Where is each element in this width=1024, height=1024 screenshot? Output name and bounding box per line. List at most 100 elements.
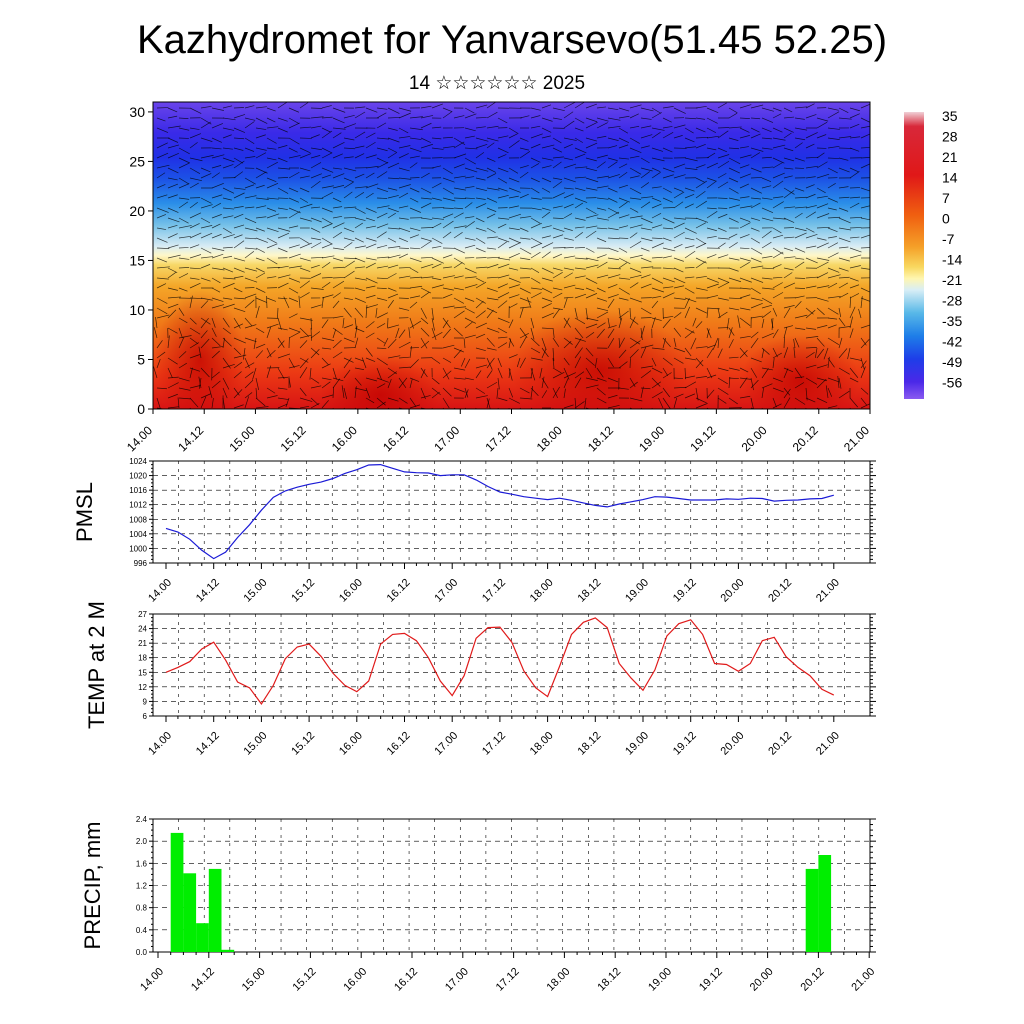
wind-barb: [453, 187, 466, 191]
wind-barb: [618, 349, 627, 359]
wind-barb: [860, 339, 870, 349]
wind-barb: [662, 117, 672, 123]
wind-barb: [552, 327, 555, 338]
wind-barb: [585, 230, 597, 239]
wind-barb: [772, 307, 778, 317]
wind-barb: [552, 217, 564, 220]
wind-barb: [552, 234, 564, 239]
wind-barb: [684, 193, 695, 199]
wind-barb: [574, 327, 584, 339]
wind-barb: [420, 307, 427, 319]
wind-barb: [541, 242, 554, 249]
wind-barb: [706, 308, 709, 319]
wind-barb: [244, 147, 255, 152]
wind-barb: [695, 136, 709, 139]
wind-barb: [640, 387, 651, 390]
wind-barb: [717, 277, 730, 283]
wind-barb: [376, 137, 390, 140]
wind-barb: [860, 366, 866, 379]
wind-barb: [684, 330, 695, 339]
wind-barb: [530, 125, 541, 129]
wind-barb: [706, 374, 717, 379]
wind-barb: [761, 332, 774, 339]
wind-barb: [497, 292, 510, 299]
wind-barb: [849, 113, 860, 119]
wind-barb: [387, 378, 392, 389]
wind-barb: [838, 186, 849, 189]
wind-barb: [332, 247, 345, 250]
wind-barb: [695, 346, 708, 349]
wind-barb: [167, 406, 179, 409]
wind-barb: [343, 307, 352, 318]
wind-barb: [519, 333, 529, 339]
y-tick-label: 1020: [129, 472, 147, 481]
wind-barb: [409, 397, 417, 407]
wind-barb: [607, 237, 620, 240]
wind-barb: [409, 162, 418, 169]
wind-barb: [464, 307, 475, 314]
wind-barb: [486, 337, 495, 347]
wind-barb: [167, 303, 179, 309]
wind-barb: [420, 395, 431, 399]
wind-barb: [618, 107, 630, 112]
wind-barb: [332, 153, 343, 159]
wind-barb: [200, 256, 214, 259]
wind-barb: [255, 377, 260, 391]
wind-barb: [640, 134, 653, 139]
wind-barb: [629, 282, 639, 289]
wind-barb: [695, 287, 708, 291]
wind-barb: [453, 175, 466, 179]
wind-barb: [530, 177, 540, 183]
x-tick-label: 19.00: [623, 577, 651, 605]
wind-barb: [563, 404, 574, 409]
wind-barb: [365, 243, 377, 249]
wind-barb: [594, 357, 598, 369]
wind-barb: [695, 357, 704, 367]
wind-barb: [431, 257, 444, 264]
wind-barb: [365, 305, 368, 319]
wind-barb: [728, 126, 742, 129]
wind-barb: [596, 397, 607, 404]
wind-barb: [793, 339, 796, 349]
wind-barb: [178, 183, 190, 189]
wind-barb: [365, 277, 378, 284]
wind-barb: [387, 227, 400, 230]
wind-barb: [365, 165, 379, 169]
wind-barb: [277, 157, 288, 163]
wind-barb: [211, 154, 225, 159]
wind-barb: [618, 197, 631, 203]
wind-barb: [717, 207, 728, 209]
wind-barb: [464, 113, 477, 119]
wind-barb: [288, 244, 300, 249]
wind-barb: [783, 116, 795, 119]
wind-barb: [695, 397, 707, 404]
wind-barb: [827, 324, 837, 329]
wind-barb: [563, 247, 574, 249]
wind-barb: [387, 397, 399, 402]
wind-barb: [596, 387, 606, 396]
wind-barb: [343, 123, 357, 129]
wind-barb: [475, 281, 487, 289]
x-tick-label: 14.12: [194, 577, 222, 605]
wind-barb: [849, 123, 860, 129]
wind-barb: [552, 272, 563, 279]
wind-barb: [563, 255, 576, 259]
y-tick-label: 21: [138, 639, 147, 648]
wind-barb: [255, 247, 265, 253]
wind-barb: [486, 137, 499, 142]
wind-barb: [596, 297, 608, 302]
wind-barb: [772, 137, 786, 141]
wind-barb: [585, 214, 599, 219]
wind-barb: [684, 250, 696, 259]
wind-barb: [332, 377, 344, 382]
wind-barb: [156, 172, 166, 179]
wind-barb: [233, 387, 240, 396]
wind-barb: [838, 367, 850, 375]
wind-barb: [706, 295, 719, 299]
wind-barb: [629, 187, 642, 195]
y-tick-label: 1004: [129, 530, 147, 539]
wind-barb: [189, 142, 198, 149]
wind-barb: [750, 367, 758, 378]
wind-barb: [442, 367, 450, 380]
